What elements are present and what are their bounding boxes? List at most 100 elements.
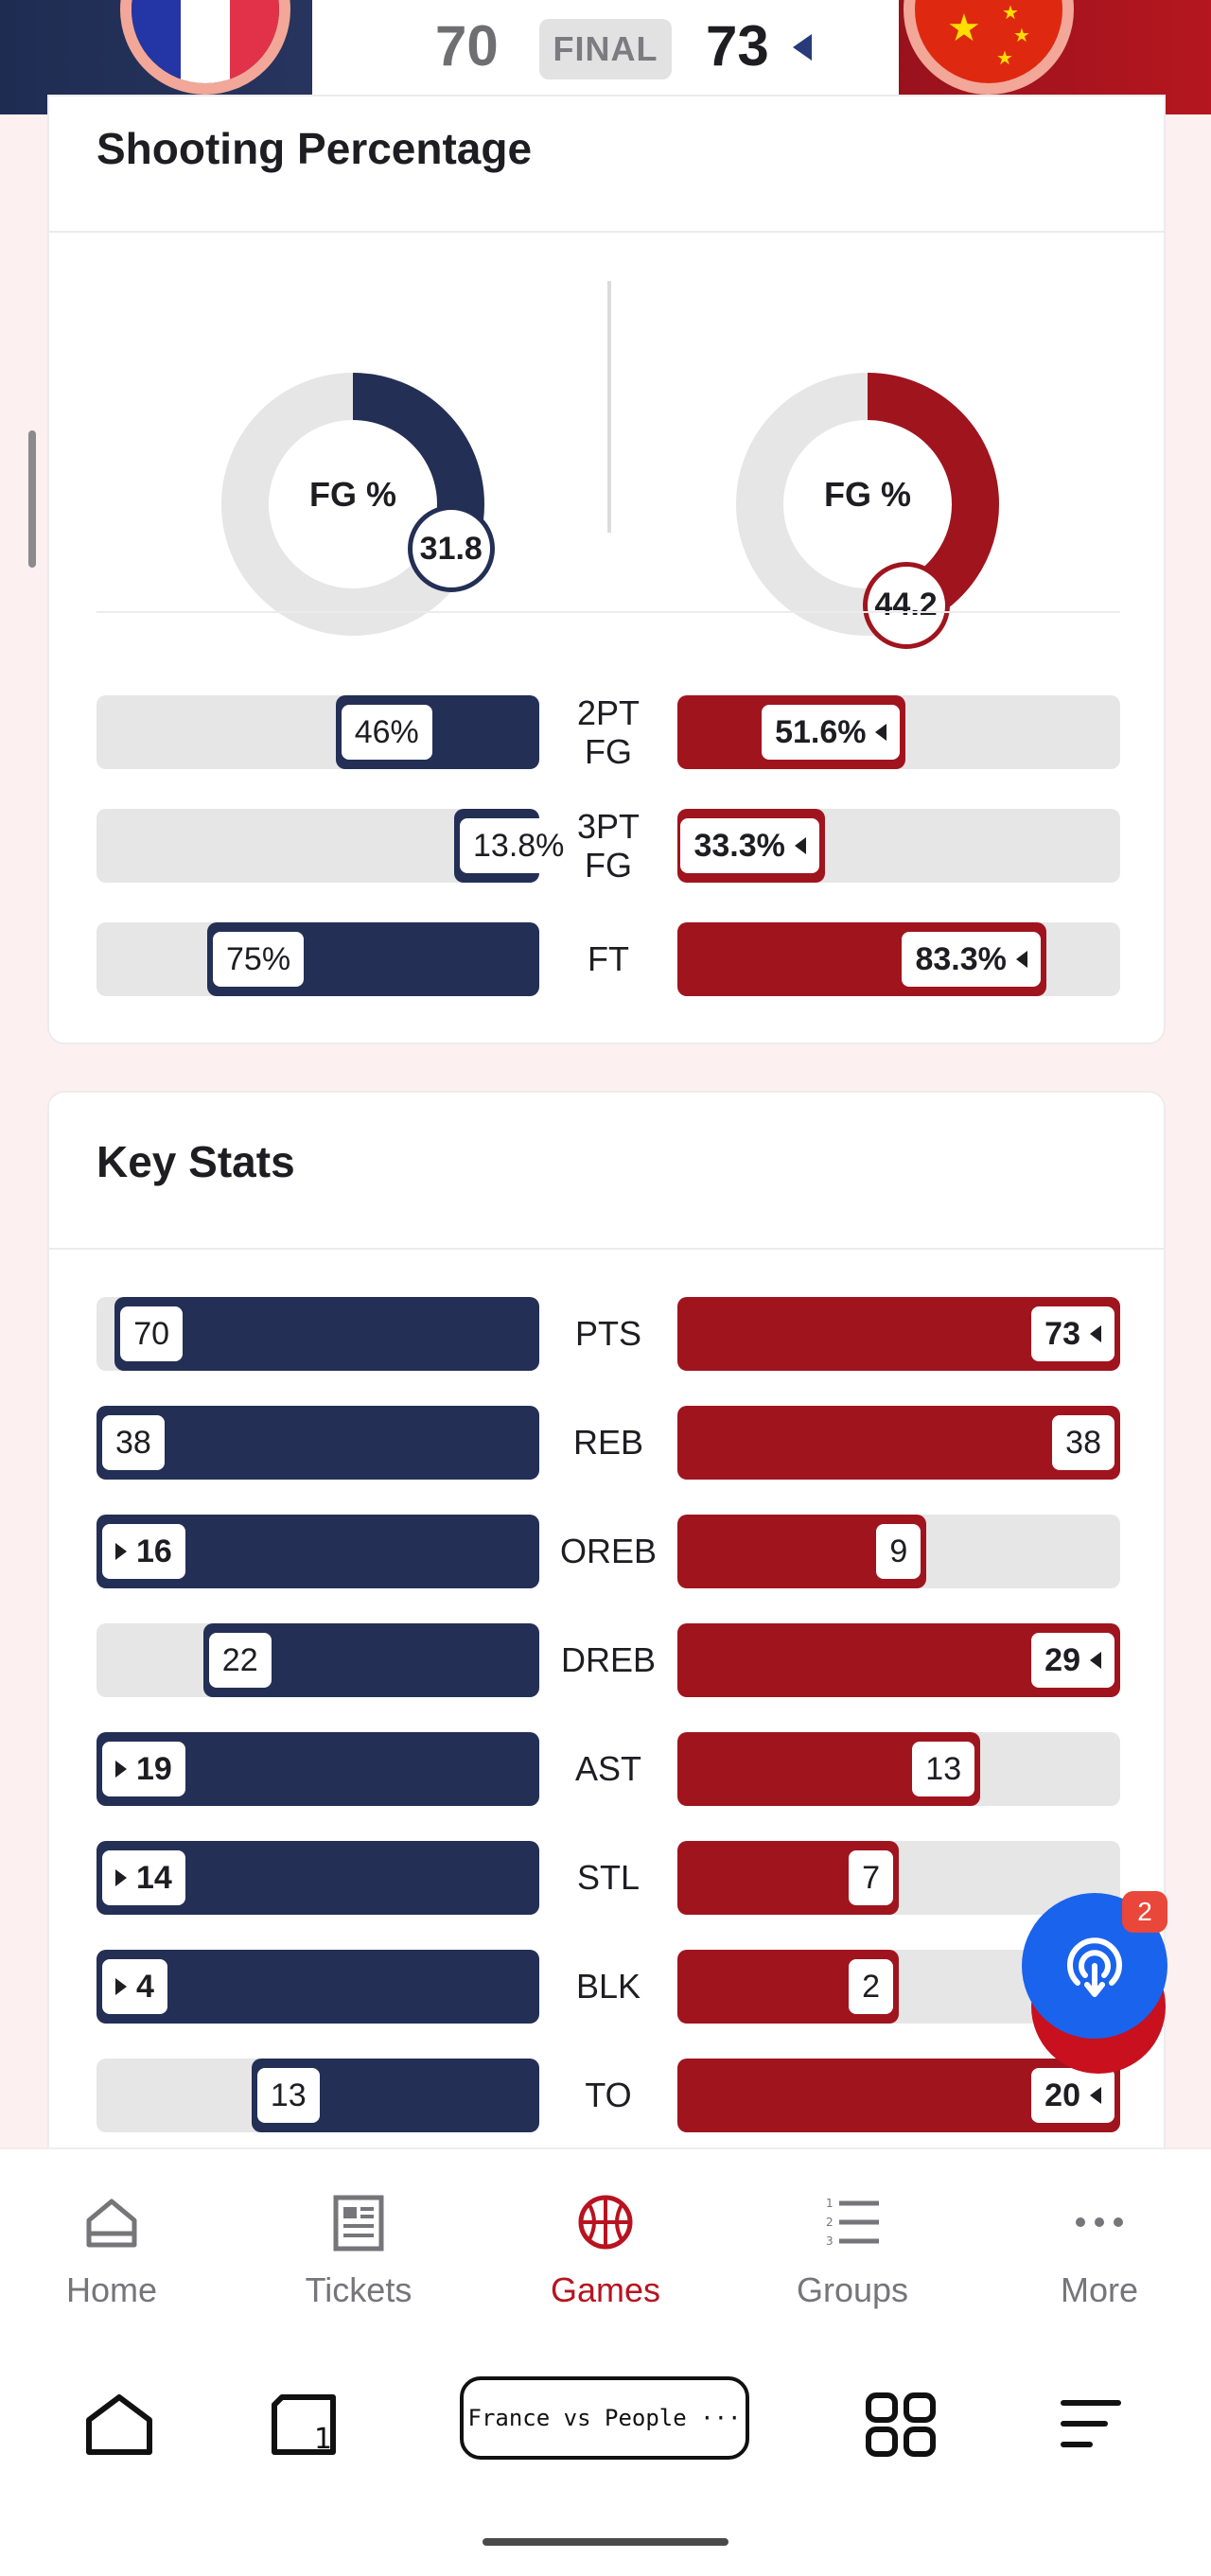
home-value-pill: 19: [102, 1742, 185, 1796]
nav-games[interactable]: Games: [511, 2189, 700, 2331]
home-value: 38: [115, 1424, 151, 1461]
stat-label: 3PT FG: [576, 806, 641, 885]
stat-row: 14 STL 7: [97, 1841, 1120, 1915]
stat-label: FT: [588, 939, 629, 979]
nav-home[interactable]: Home: [17, 2189, 206, 2331]
current-tab-pill[interactable]: France vs People ···: [460, 2376, 749, 2460]
home-value-pill: 70: [120, 1306, 184, 1361]
away-bar-track: 7: [677, 1841, 1120, 1915]
home-value: 14: [136, 1859, 172, 1896]
winner-caret-icon: [115, 1543, 127, 1560]
game-status-badge: FINAL: [539, 19, 672, 79]
winner-caret-icon: [115, 1978, 127, 1995]
home-bar-track: 46%: [97, 695, 539, 769]
stat-row: 13.8% 3PT FG 33.3%: [97, 806, 1120, 885]
away-value-pill: 9: [876, 1524, 921, 1579]
stat-label: PTS: [574, 1314, 641, 1354]
away-bar-track: 20: [677, 2059, 1120, 2132]
card-title: Key Stats: [97, 1137, 295, 1186]
home-bar-fill: 70: [114, 1297, 539, 1371]
browser-home-button[interactable]: [81, 2392, 157, 2458]
shooting-percentage-card: Shooting Percentage FG % 31.8 FG % 44.2 …: [47, 95, 1166, 1044]
away-value: 33.3%: [693, 827, 785, 864]
away-bar-fill: 20: [677, 2059, 1120, 2132]
stat-row: 38 REB 38: [97, 1406, 1120, 1480]
home-bar-track: 4: [97, 1950, 539, 2024]
away-value: 38: [1065, 1424, 1101, 1461]
nav-tickets[interactable]: Tickets: [264, 2189, 453, 2331]
home-score: 70: [435, 14, 499, 78]
home-value: 46%: [354, 713, 419, 750]
stat-row: 19 AST 13: [97, 1732, 1120, 1806]
winner-arrow-icon: [793, 34, 812, 61]
key-stats-card: Key Stats 70 PTS 73 38 REB 38 16 OREB 9 22 DREB 29 1…: [47, 1091, 1166, 2169]
home-bar-fill: 38: [97, 1406, 539, 1480]
away-bar-fill: 29: [677, 1623, 1120, 1697]
home-value-pill: 75%: [213, 932, 305, 987]
away-value-pill: 51.6%: [762, 705, 901, 760]
france-flag: [120, 0, 290, 95]
home-bar-track: 70: [97, 1297, 539, 1371]
stat-label: DREB: [560, 1640, 657, 1680]
podcast-icon: [1067, 1937, 1122, 1997]
home-value: 22: [221, 1641, 258, 1678]
away-bar-fill: 83.3%: [677, 922, 1046, 996]
tabs-button[interactable]: 1: [269, 2392, 344, 2458]
stat-label: AST: [574, 1749, 641, 1789]
home-bar-fill: 13.8%: [454, 809, 578, 883]
home-fg-value: 31.8: [407, 505, 495, 593]
away-bar-track: 73: [677, 1297, 1120, 1371]
list-icon: 1 2 3: [826, 2197, 879, 2248]
card-title: Shooting Percentage: [97, 124, 533, 173]
away-bar-track: 33.3%: [677, 809, 1120, 883]
away-value: 20: [1044, 2077, 1080, 2113]
away-value: 7: [862, 1859, 880, 1896]
svg-text:1: 1: [826, 2197, 834, 2210]
stat-row: 22 DREB 29: [97, 1623, 1120, 1697]
away-value-pill: 7: [849, 1850, 893, 1905]
nav-label: More: [1060, 2270, 1139, 2309]
winner-caret-icon: [115, 1869, 127, 1886]
home-indicator[interactable]: [483, 2538, 728, 2546]
score-header: ★ ★ ★ ★ 70 FINAL 73: [0, 0, 1211, 114]
home-bar-track: 22: [97, 1623, 539, 1697]
away-value-pill: 13: [912, 1742, 975, 1796]
menu-button[interactable]: [1058, 2392, 1124, 2458]
nav-label: Games: [550, 2270, 661, 2309]
home-icon: [86, 2199, 137, 2248]
stat-row: 13 TO 20: [97, 2059, 1120, 2132]
away-bar-track: 83.3%: [677, 922, 1120, 996]
home-bar-fill: 46%: [335, 695, 539, 769]
away-value: 9: [889, 1533, 908, 1569]
grid-icon: [866, 2392, 936, 2457]
home-value: 4: [136, 1968, 154, 2005]
vertical-separator: [607, 281, 611, 533]
home-value-pill: 4: [102, 1959, 167, 2014]
away-bar-fill: 2: [677, 1950, 899, 2024]
nav-groups[interactable]: 1 2 3 Groups: [758, 2189, 947, 2331]
home-value: 13.8%: [473, 827, 565, 864]
home-bar-fill: 4: [97, 1950, 539, 2024]
away-value-pill: 73: [1031, 1306, 1114, 1361]
home-value-pill: 13.8%: [460, 818, 578, 873]
nav-more[interactable]: More: [1005, 2189, 1194, 2331]
home-fg-donut: FG % 31.8: [221, 373, 495, 636]
home-bar-track: 38: [97, 1406, 539, 1480]
stat-row: 4 BLK 2: [97, 1950, 1120, 2024]
stat-row: 75% FT 83.3%: [97, 922, 1120, 996]
divider: [97, 611, 1120, 613]
svg-text:2: 2: [826, 2216, 834, 2229]
home-bar-track: 19: [97, 1732, 539, 1806]
home-value: 70: [133, 1315, 170, 1352]
winner-caret-icon: [115, 1761, 127, 1778]
scroll-indicator[interactable]: [28, 430, 36, 568]
away-bar-track: 51.6%: [677, 695, 1120, 769]
apps-button[interactable]: [865, 2392, 937, 2458]
away-bar-track: 29: [677, 1623, 1120, 1697]
home-bar-fill: 16: [97, 1515, 539, 1588]
away-value-pill: 83.3%: [902, 932, 1041, 987]
home-value-pill: 13: [256, 2068, 320, 2123]
system-nav-bar: 1 France vs People ···: [0, 2344, 1211, 2576]
winner-caret-icon: [1090, 1325, 1101, 1342]
away-value: 73: [1044, 1315, 1080, 1352]
